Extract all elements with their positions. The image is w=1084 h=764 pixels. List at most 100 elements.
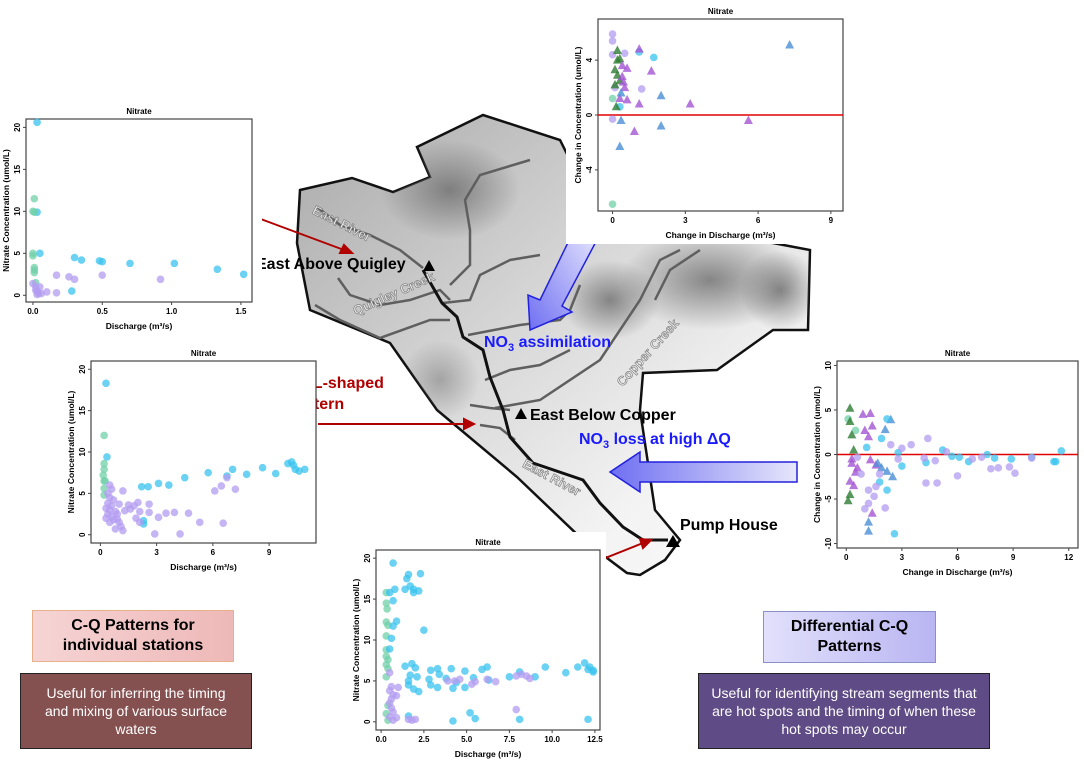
- data-point-circle: [471, 677, 479, 686]
- data-point-circle: [608, 37, 617, 45]
- data-point-circle: [271, 469, 280, 478]
- x-tick-label: 0.0: [376, 735, 388, 744]
- data-point-circle: [119, 526, 127, 535]
- y-tick-label: 4: [585, 57, 594, 62]
- data-point-circle: [99, 471, 107, 479]
- data-point-circle: [589, 668, 597, 676]
- data-point-triangle: [629, 126, 639, 135]
- data-point-circle: [562, 668, 570, 677]
- data-point-triangle: [617, 60, 627, 70]
- data-point-circle: [404, 570, 413, 579]
- data-point-circle: [176, 530, 184, 538]
- data-point-circle: [515, 715, 524, 724]
- x-axis-label: Discharge (m³/s): [106, 321, 173, 331]
- x-tick-label: 0: [98, 548, 103, 557]
- data-point-circle: [933, 479, 941, 487]
- x-tick-label: 12.5: [587, 735, 603, 744]
- x-tick-label: 6: [756, 216, 761, 225]
- data-point-circle: [165, 481, 173, 489]
- data-point-circle: [955, 453, 964, 461]
- y-tick-label: 10: [363, 635, 372, 644]
- data-point-circle: [258, 463, 267, 472]
- data-point-circle: [994, 464, 1003, 472]
- assimilation-arrow: [527, 220, 602, 332]
- x-tick-label: 0: [844, 553, 849, 562]
- y-tick-label: 20: [363, 553, 372, 562]
- data-point-circle: [471, 714, 479, 723]
- y-tick-label: 20: [78, 364, 87, 373]
- data-point-circle: [608, 200, 617, 208]
- x-tick-label: 9: [829, 216, 834, 225]
- data-point-circle: [389, 622, 397, 630]
- data-point-circle: [414, 587, 423, 595]
- data-point-circle: [137, 482, 146, 491]
- data-point-circle: [1011, 469, 1019, 477]
- data-point-triangle: [843, 495, 853, 505]
- data-point-circle: [491, 677, 500, 686]
- x-tick-label: 9: [1011, 553, 1016, 562]
- data-point-circle: [608, 30, 617, 38]
- loss-label: NO3 loss at high ΔQ: [579, 431, 731, 452]
- assimilation-label: NO3 assimilation: [484, 334, 612, 355]
- data-point-triangle: [860, 425, 870, 434]
- data-point-circle: [119, 487, 127, 495]
- x-tick-label: 6: [955, 553, 960, 562]
- data-point-circle: [126, 259, 134, 268]
- data-point-circle: [924, 434, 932, 443]
- data-point-circle: [426, 681, 435, 689]
- x-axis-label: Discharge (m³/s): [170, 562, 237, 572]
- data-point-triangle: [873, 458, 883, 467]
- data-point-circle: [907, 440, 915, 449]
- data-point-circle: [228, 465, 237, 474]
- station-label-east-above-quigley: East Above Quigley: [256, 256, 406, 273]
- data-point-circle: [977, 453, 986, 461]
- data-point-triangle: [622, 94, 632, 104]
- data-point-circle: [942, 448, 951, 456]
- data-point-circle: [135, 518, 144, 527]
- data-point-circle: [461, 683, 469, 692]
- x-tick-label: 0: [610, 216, 615, 225]
- data-point-triangle: [849, 480, 859, 490]
- data-point-circle: [42, 288, 51, 296]
- data-point-circle: [204, 468, 212, 477]
- data-point-circle: [406, 671, 414, 679]
- data-point-circle: [1007, 455, 1016, 463]
- data-point-circle: [864, 499, 873, 508]
- data-point-triangle: [880, 424, 890, 434]
- assimilation-text: assimilation: [518, 334, 612, 351]
- data-point-circle: [883, 415, 891, 423]
- y-axis-label: Nitrate Concentration (umol/L): [66, 390, 76, 513]
- data-point-circle: [864, 486, 873, 494]
- station-markers: [423, 260, 680, 547]
- data-point-circle: [861, 505, 869, 513]
- data-point-circle: [608, 94, 617, 103]
- station-triangle-pump-house: [666, 535, 680, 547]
- data-point-triangle: [865, 408, 875, 418]
- data-point-triangle: [876, 462, 886, 472]
- data-point-circle: [30, 208, 39, 216]
- data-point-circle: [401, 662, 409, 670]
- loss-arrow: [608, 450, 798, 494]
- data-point-circle: [213, 265, 222, 274]
- chart-east-below-copper: Nitrate 0 3 6 9 0 5 10 15 20 Discharge (m³/s) Nitra…: [50, 342, 320, 574]
- data-point-circle: [154, 513, 163, 522]
- data-point-triangle: [858, 409, 868, 418]
- x-tick-label: 3: [900, 553, 905, 562]
- data-point-circle: [426, 666, 435, 675]
- y-tick-label: 10: [824, 360, 833, 369]
- y-tick-label: 5: [13, 251, 22, 256]
- plot-frame: [375, 549, 601, 731]
- x-tick-label: 9: [267, 548, 272, 557]
- data-points: [608, 30, 795, 208]
- y-tick-label: 0: [13, 293, 22, 298]
- data-point-circle: [387, 634, 396, 643]
- data-point-circle: [968, 455, 977, 463]
- data-point-circle: [223, 473, 231, 482]
- data-point-triangle: [611, 101, 621, 111]
- data-point-circle: [483, 675, 491, 684]
- data-point-circle: [105, 518, 114, 527]
- data-point-triangle: [618, 77, 628, 86]
- x-tick-label: 3: [683, 216, 688, 225]
- data-point-circle: [894, 455, 902, 463]
- data-point-circle: [36, 249, 44, 258]
